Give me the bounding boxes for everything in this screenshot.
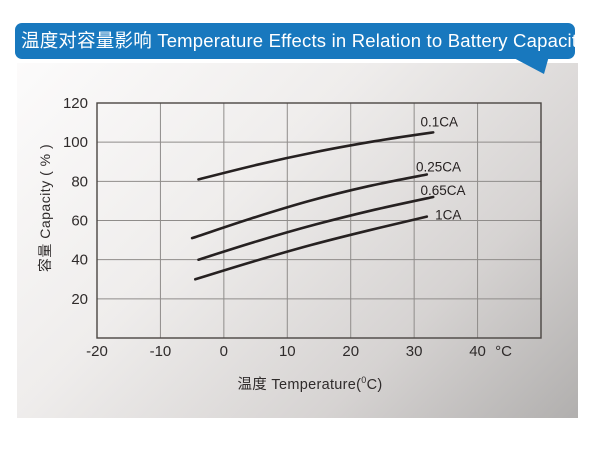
x-tick-label: 30 [406, 343, 423, 360]
x-tick-label: 20 [342, 343, 359, 360]
x-tick-label: -10 [150, 343, 172, 360]
y-tick-label: 40 [71, 252, 88, 269]
series-label-0.25CA: 0.25CA [416, 160, 461, 175]
banner-tail [510, 56, 549, 74]
y-tick-label: 60 [71, 213, 88, 230]
series-label-1CA: 1CA [435, 208, 461, 223]
x-tick-label: -20 [86, 343, 108, 360]
series-curve-0.1CA [197, 131, 435, 181]
plot-border [96, 102, 542, 339]
series-curve-0.65CA [197, 195, 435, 261]
x-axis-unit: °C [495, 343, 512, 360]
y-tick-label: 20 [71, 291, 88, 308]
chart-title: 温度对容量影响 Temperature Effects in Relation … [21, 30, 587, 51]
x-axis-title: 温度 Temperature(0C) [20, 373, 600, 394]
y-tick-label: 120 [63, 95, 88, 112]
series-curve-0.25CA [190, 173, 429, 240]
y-tick-label: 100 [63, 134, 88, 151]
y-axis-title: 容量 Capacity ( % ) [37, 143, 53, 273]
x-axis-title-sup: 0 [361, 375, 367, 386]
x-axis-title-close: C) [366, 377, 383, 393]
title-banner: 温度对容量影响 Temperature Effects in Relation … [15, 23, 586, 59]
series-label-0.1CA: 0.1CA [420, 115, 458, 130]
x-tick-label: 40 [469, 343, 486, 360]
series-label-0.65CA: 0.65CA [420, 183, 465, 198]
x-tick-label: 0 [220, 343, 228, 360]
y-tick-label: 80 [71, 173, 88, 190]
chart-panel [17, 63, 578, 418]
series-curve-1CA [194, 215, 429, 281]
x-tick-label: 10 [279, 343, 296, 360]
x-axis-title-text: 温度 Temperature( [237, 377, 362, 393]
